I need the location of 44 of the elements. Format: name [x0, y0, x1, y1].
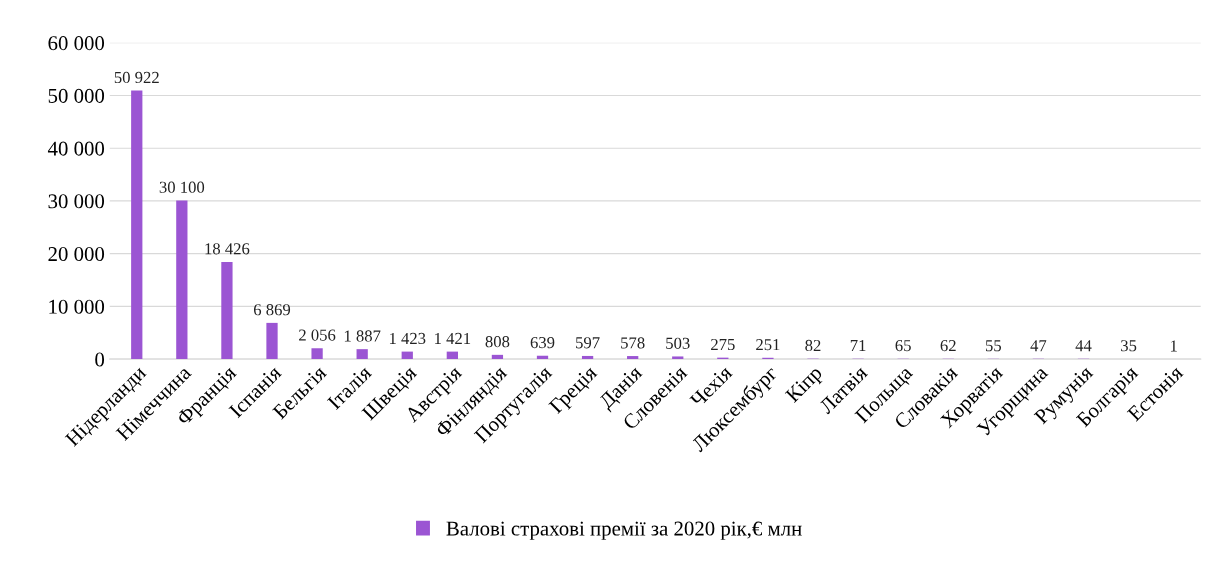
bar — [311, 348, 323, 360]
y-tick-label: 30 000 — [48, 194, 105, 209]
data-label: 503 — [666, 337, 690, 349]
bar — [131, 90, 143, 360]
bar — [266, 322, 278, 360]
data-label: 44 — [1075, 340, 1092, 352]
data-label: 50 922 — [114, 71, 159, 84]
bar — [221, 261, 233, 360]
bar — [176, 200, 188, 360]
data-label: 275 — [711, 338, 735, 351]
data-label: 18 426 — [205, 243, 250, 255]
data-label: 808 — [485, 336, 510, 348]
y-tick-label: 40 000 — [47, 141, 105, 156]
y-tick-label: 60 000 — [48, 36, 105, 51]
y-tick-label: 0 — [95, 352, 105, 367]
data-label: 55 — [985, 340, 1002, 352]
data-label: 47 — [1030, 340, 1047, 352]
data-label: 62 — [940, 340, 956, 352]
data-label: 6 869 — [253, 304, 291, 316]
data-label: 35 — [1121, 340, 1137, 352]
data-label: 65 — [895, 340, 911, 352]
data-label: 2 056 — [299, 329, 336, 341]
data-label: 1 — [1170, 340, 1177, 352]
y-tick-label: 10 000 — [49, 299, 105, 314]
data-label: 71 — [850, 340, 866, 352]
bar — [446, 351, 458, 360]
y-tick-label: 20 000 — [48, 247, 105, 262]
data-label: 30 100 — [159, 181, 205, 193]
bar — [581, 355, 594, 360]
data-label: 251 — [756, 339, 780, 351]
bar — [627, 356, 639, 360]
data-label: 1 423 — [389, 332, 426, 345]
bar — [672, 356, 684, 360]
data-label: 597 — [576, 337, 600, 349]
data-label: 578 — [621, 337, 645, 349]
data-label: 1 887 — [344, 330, 381, 342]
bar — [491, 354, 504, 360]
data-label: 1 421 — [435, 332, 471, 344]
data-label: 639 — [530, 336, 555, 349]
bar — [401, 351, 413, 360]
data-label: 82 — [805, 339, 821, 352]
y-tick-label: 50 000 — [48, 88, 105, 103]
legend-label: Валові страхові премії за 2020 рік,€ млн — [446, 521, 802, 540]
bar — [356, 349, 368, 360]
